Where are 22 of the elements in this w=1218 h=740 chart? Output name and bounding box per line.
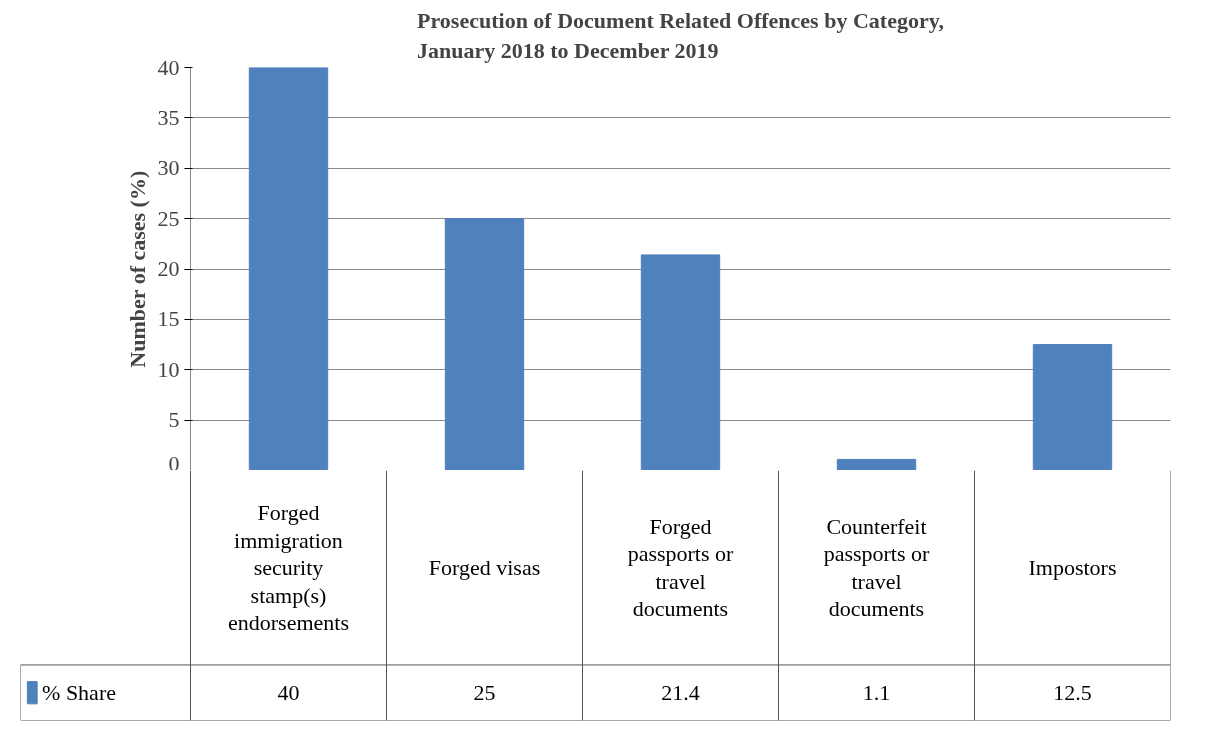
chart-title: Prosecution of Document Related Offences by Category, January 2018 to December 2019 [417, 7, 944, 63]
y-tick-label: 10 [157, 356, 180, 382]
data-label: 40 [277, 679, 300, 705]
y-tick-label: 0 [168, 450, 180, 476]
y-tick-label: 25 [157, 205, 180, 231]
y-tick-label: 30 [157, 155, 180, 181]
x-tick-label: Forged passports or travel documents [627, 513, 735, 622]
y-tick-label: 20 [157, 256, 180, 281]
x-tick-label: Counterfeit passports or travel documents [823, 513, 931, 622]
legend-label: % Share [42, 680, 116, 706]
x-tick-label: Forged immigration security stamp(s) endorsements [228, 500, 349, 636]
y-tick-label: 40 [157, 54, 180, 80]
x-tick-label: Forged visas [428, 555, 541, 581]
y-axis-title: Number of cases (%) [124, 170, 150, 368]
data-label: 25 [473, 679, 496, 705]
y-tick-label: 5 [168, 407, 180, 433]
y-tick-label: 15 [157, 306, 180, 332]
data-label: 12.5 [1053, 679, 1092, 705]
data-label: 21.4 [661, 679, 700, 705]
data-label: 1.1 [862, 679, 891, 705]
x-tick-label: Impostors [1028, 555, 1117, 581]
y-tick-label: 35 [157, 104, 180, 130]
